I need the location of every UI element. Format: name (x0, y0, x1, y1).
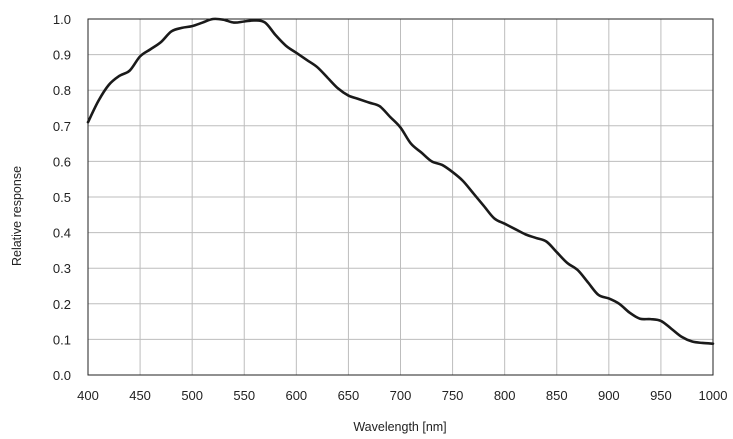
y-tick-label-0.3: 0.3 (53, 261, 71, 276)
y-tick-label-0.0: 0.0 (53, 368, 71, 383)
x-tick-label-900: 900 (598, 388, 620, 403)
series-line-0 (86, 17, 715, 345)
x-tick-label-600: 600 (285, 388, 307, 403)
y-tick-label-0.9: 0.9 (53, 48, 71, 63)
y-tick-label-0.4: 0.4 (53, 226, 71, 241)
x-tick-label-700: 700 (390, 388, 412, 403)
y-tick-label-0.6: 0.6 (53, 154, 71, 169)
y-tick-label-0.7: 0.7 (53, 119, 71, 134)
x-tick-label-550: 550 (233, 388, 255, 403)
y-tick-label-0.1: 0.1 (53, 332, 71, 347)
x-tick-label-450: 450 (129, 388, 151, 403)
y-tick-label-0.8: 0.8 (53, 83, 71, 98)
x-tick-labels: 400 450 500 550 600 650 700 750 800 850 900 950 1000 (77, 388, 727, 403)
x-axis-title: Wavelength [nm] (353, 420, 446, 434)
y-tick-label-0.2: 0.2 (53, 297, 71, 312)
x-tick-label-850: 850 (546, 388, 568, 403)
x-tick-label-1000: 1000 (699, 388, 728, 403)
x-tick-label-750: 750 (442, 388, 464, 403)
x-tick-label-500: 500 (181, 388, 203, 403)
x-tick-label-800: 800 (494, 388, 516, 403)
x-tick-label-400: 400 (77, 388, 99, 403)
x-tick-label-950: 950 (650, 388, 672, 403)
y-tick-label-0.5: 0.5 (53, 190, 71, 205)
y-axis-title: Relative response (10, 166, 24, 266)
grid-lines (87, 18, 714, 376)
y-tick-label-1.0: 1.0 (53, 12, 71, 27)
x-tick-label-650: 650 (338, 388, 360, 403)
y-tick-labels: 0.0 0.1 0.2 0.3 0.4 0.5 0.6 0.7 0.8 0.9 1.0 (53, 12, 71, 383)
plot-frame (87, 18, 714, 376)
series-layer (86, 17, 715, 345)
